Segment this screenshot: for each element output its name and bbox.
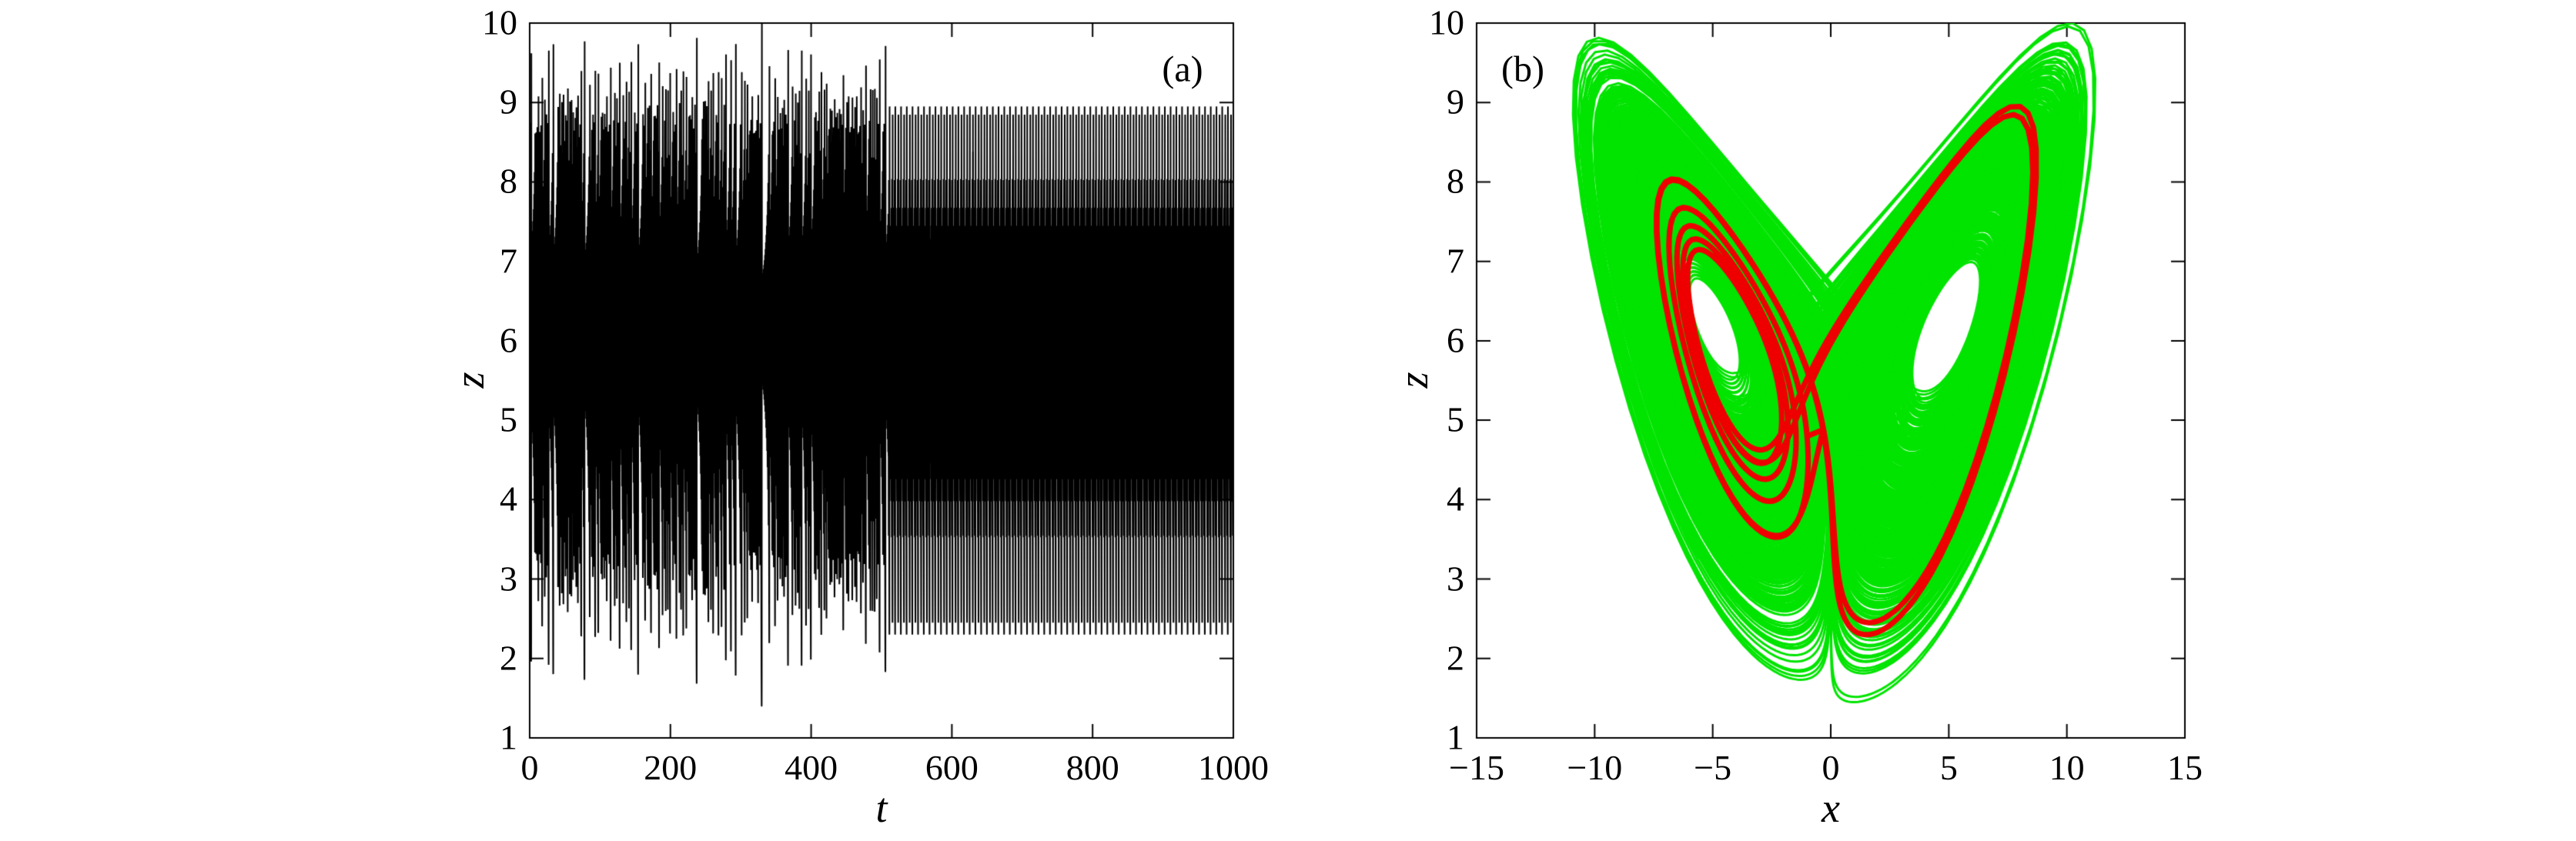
figure: (a) (b) t z x z 0 200 400 600 800 1000 1 2 3 4 5 6 7… [0, 0, 2576, 841]
plot-canvas [0, 0, 2576, 841]
